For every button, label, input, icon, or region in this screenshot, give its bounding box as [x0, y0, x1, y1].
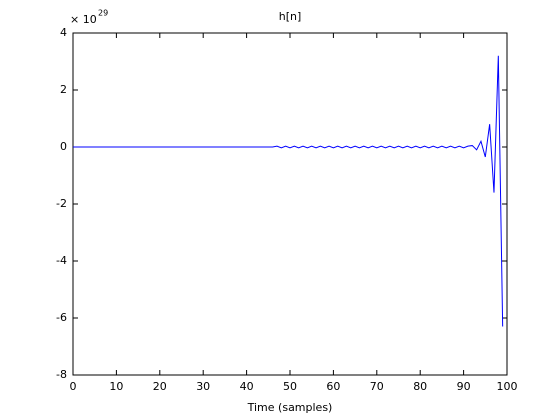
plot-area [72, 32, 508, 376]
x-tick-label: 30 [196, 380, 210, 393]
y-tick-label: -2 [56, 197, 67, 210]
x-tick-label: 70 [370, 380, 384, 393]
x-tick-label: 80 [413, 380, 427, 393]
x-tick-label: 10 [109, 380, 123, 393]
y-tick-label: 0 [60, 140, 67, 153]
x-tick-label: 100 [497, 380, 518, 393]
x-tick-label: 90 [457, 380, 471, 393]
chart-title: h[n] [279, 10, 302, 23]
x-tick-label: 0 [70, 380, 77, 393]
y-tick-label: -4 [56, 254, 67, 267]
x-tick-label: 20 [153, 380, 167, 393]
y-tick-label: 2 [60, 83, 67, 96]
line [73, 55, 504, 327]
y-tick-label: -8 [56, 368, 67, 381]
y-multiplier-exponent: 29 [98, 9, 108, 18]
x-tick-label: 60 [326, 380, 340, 393]
y-tick-label: 4 [60, 26, 67, 39]
x-tick-label: 50 [283, 380, 297, 393]
y-tick-label: -6 [56, 311, 67, 324]
y-multiplier-base: × 10 [70, 13, 97, 26]
x-tick-label: 40 [240, 380, 254, 393]
x-axis-label: Time (samples) [247, 401, 333, 414]
